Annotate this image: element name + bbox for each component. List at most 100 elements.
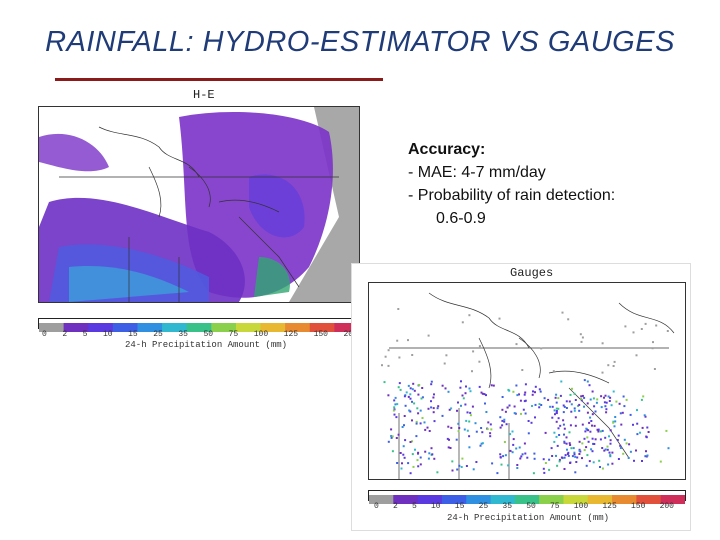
gauge-dot — [505, 423, 508, 426]
gauge-dot — [616, 439, 619, 441]
gauge-dot — [465, 385, 467, 388]
scale-tick-label: 0 — [42, 330, 47, 339]
gauge-dot — [401, 462, 403, 465]
scale-tick-label: 100 — [253, 330, 269, 339]
gauge-dot — [594, 410, 597, 413]
gauge-dot — [581, 457, 583, 460]
gauge-dot — [580, 399, 583, 402]
gauge-dot — [591, 424, 593, 427]
gauge-dot — [518, 393, 520, 396]
gauge-dot — [515, 343, 518, 346]
gauge-dot — [445, 354, 448, 357]
gauge-dot — [398, 382, 401, 385]
gauge-dot — [489, 432, 492, 435]
gauge-dot — [590, 448, 593, 451]
accuracy-notes: Accuracy: - MAE: 4-7 mm/day - Probabilit… — [408, 138, 698, 230]
gauge-dot — [568, 431, 571, 434]
gauge-dot — [612, 390, 615, 393]
gauge-dot — [437, 405, 440, 408]
gauge-dot — [569, 444, 572, 446]
gauge-dot — [491, 462, 494, 465]
gauge-dot — [411, 419, 413, 422]
gauge-dot — [554, 413, 556, 416]
gauges-map-image — [369, 283, 685, 479]
gauge-dot — [443, 362, 446, 365]
gauge-dot — [402, 445, 405, 448]
gauge-dot — [496, 472, 499, 475]
gauge-dot — [415, 420, 418, 423]
gauge-dot — [468, 314, 471, 317]
gauge-dot — [503, 441, 506, 443]
scale-swatch — [514, 495, 540, 504]
gauge-dot — [394, 396, 397, 399]
gauge-dot — [384, 355, 387, 358]
gauge-dot — [566, 453, 569, 455]
gauge-dot — [629, 413, 632, 416]
gauge-dot — [483, 393, 486, 396]
gauge-dot — [599, 430, 602, 433]
gauge-dot — [555, 401, 558, 404]
gauge-dot — [397, 308, 400, 310]
gauge-dot — [563, 427, 566, 430]
gauge-dot — [586, 436, 589, 439]
gauge-dot — [423, 421, 426, 424]
gauge-dot — [646, 426, 649, 429]
scale-tick-label: 0 — [374, 502, 379, 511]
gauge-dot — [486, 428, 489, 431]
scale-swatch — [587, 495, 613, 504]
gauge-dot — [607, 364, 610, 367]
gauge-dot — [644, 322, 647, 325]
gauge-dot — [632, 331, 635, 334]
gauge-dot — [532, 390, 534, 393]
gauge-dot — [591, 437, 594, 440]
gauge-dot — [585, 427, 588, 430]
gauge-dot — [447, 425, 450, 428]
gauge-dot — [430, 380, 433, 383]
gauge-dot — [551, 416, 554, 419]
scale-tick-label: 35 — [502, 502, 512, 511]
gauge-dot — [513, 405, 516, 408]
gauge-dot — [419, 463, 422, 466]
gauge-dot — [607, 463, 610, 466]
gauge-dot — [635, 449, 637, 452]
gauge-dot — [409, 441, 412, 443]
gauge-dot — [387, 394, 390, 397]
gauge-dot — [573, 453, 576, 456]
scale-tick-label: 50 — [203, 330, 214, 339]
gauge-dot — [562, 419, 565, 422]
gauge-dot — [591, 450, 594, 453]
scale-swatch — [112, 323, 138, 332]
gauge-dot — [596, 428, 599, 431]
gauge-dot — [600, 406, 603, 409]
gauge-dot — [562, 404, 565, 407]
gauge-dot — [569, 424, 572, 427]
gauge-dot — [576, 456, 579, 459]
gauge-dot — [586, 411, 589, 414]
gauge-dot — [609, 429, 612, 432]
gauge-dot — [592, 461, 595, 464]
gauge-dot — [481, 431, 484, 434]
he-map — [38, 106, 360, 303]
gauge-dot — [478, 360, 481, 363]
gauge-dot — [421, 387, 424, 389]
gauge-dot — [456, 468, 459, 471]
scale-tick-label: 125 — [602, 502, 617, 511]
gauge-dot — [604, 448, 607, 451]
gauge-dot — [542, 458, 545, 461]
gauge-dot — [583, 379, 586, 382]
gauge-dot — [565, 442, 568, 445]
gauge-dot — [581, 336, 584, 339]
gauge-dot — [558, 458, 561, 461]
gauge-dot — [555, 393, 558, 396]
accuracy-mae: - MAE: 4-7 mm/day — [408, 164, 546, 181]
gauge-dot — [575, 461, 578, 463]
gauge-dot — [565, 400, 568, 403]
gauge-dot — [583, 396, 586, 399]
gauge-dot — [547, 398, 550, 401]
gauge-dot — [458, 464, 461, 467]
gauge-dot — [655, 324, 658, 327]
gauge-dot — [444, 387, 447, 390]
gauge-dot — [396, 403, 399, 406]
gauge-dot — [628, 443, 631, 446]
gauge-dot — [409, 393, 412, 396]
